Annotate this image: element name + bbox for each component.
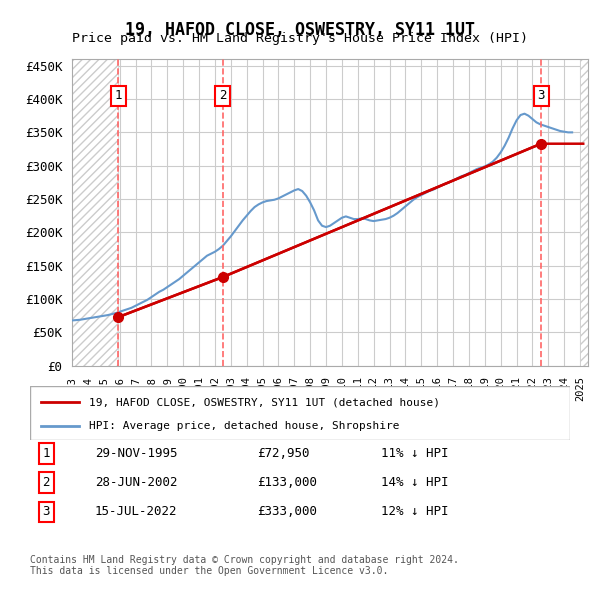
Text: £333,000: £333,000 bbox=[257, 505, 317, 518]
Bar bbox=[72, 59, 118, 366]
FancyBboxPatch shape bbox=[30, 386, 570, 440]
Text: 29-NOV-1995: 29-NOV-1995 bbox=[95, 447, 178, 460]
Text: 19, HAFOD CLOSE, OSWESTRY, SY11 1UT: 19, HAFOD CLOSE, OSWESTRY, SY11 1UT bbox=[125, 21, 475, 39]
Text: HPI: Average price, detached house, Shropshire: HPI: Average price, detached house, Shro… bbox=[89, 421, 400, 431]
Text: £72,950: £72,950 bbox=[257, 447, 310, 460]
Text: Contains HM Land Registry data © Crown copyright and database right 2024.
This d: Contains HM Land Registry data © Crown c… bbox=[30, 555, 459, 576]
Text: 12% ↓ HPI: 12% ↓ HPI bbox=[381, 505, 449, 518]
Text: Price paid vs. HM Land Registry's House Price Index (HPI): Price paid vs. HM Land Registry's House … bbox=[72, 32, 528, 45]
Text: 3: 3 bbox=[43, 505, 50, 518]
Text: 2: 2 bbox=[219, 89, 226, 102]
Text: £133,000: £133,000 bbox=[257, 476, 317, 489]
Text: 1: 1 bbox=[43, 447, 50, 460]
Text: 14% ↓ HPI: 14% ↓ HPI bbox=[381, 476, 449, 489]
Text: 11% ↓ HPI: 11% ↓ HPI bbox=[381, 447, 449, 460]
Text: 1: 1 bbox=[115, 89, 122, 102]
Text: 2: 2 bbox=[43, 476, 50, 489]
Text: 3: 3 bbox=[537, 89, 545, 102]
Text: 15-JUL-2022: 15-JUL-2022 bbox=[95, 505, 178, 518]
Text: 28-JUN-2002: 28-JUN-2002 bbox=[95, 476, 178, 489]
Bar bbox=[580, 59, 588, 366]
Text: 19, HAFOD CLOSE, OSWESTRY, SY11 1UT (detached house): 19, HAFOD CLOSE, OSWESTRY, SY11 1UT (det… bbox=[89, 398, 440, 407]
